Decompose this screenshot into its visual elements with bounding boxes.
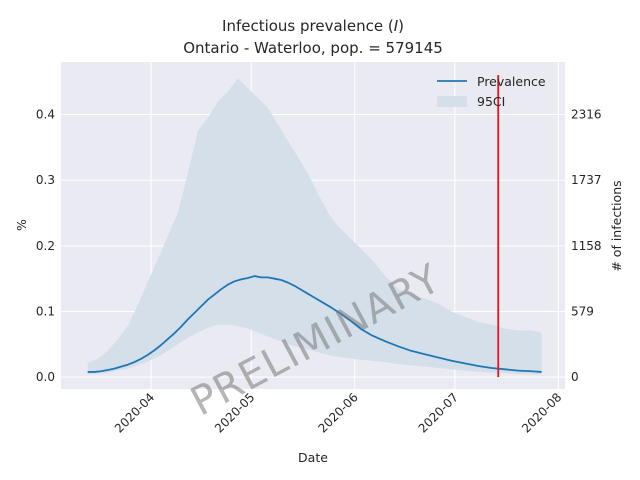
- y-right-tick-label-4: 2316: [571, 108, 602, 122]
- title-suffix: ): [398, 17, 404, 35]
- y-right-tick-label-1: 579: [571, 305, 594, 319]
- chart-title-line2: Ontario - Waterloo, pop. = 579145: [183, 39, 443, 57]
- ci-band: [87, 78, 542, 375]
- y-tick-label-4: 0.4: [36, 108, 55, 122]
- legend: Prevalence 95CI: [437, 74, 546, 109]
- y-tick-label-0: 0.0: [36, 370, 55, 384]
- ci-band-area: [87, 78, 542, 375]
- legend-label-prevalence: Prevalence: [477, 74, 546, 89]
- legend-label-95ci: 95CI: [477, 94, 505, 109]
- chart-title-line1: Infectious prevalence (I): [222, 17, 404, 35]
- y-right-tick-label-0: 0: [571, 370, 579, 384]
- x-axis-label: Date: [298, 450, 328, 465]
- y-tick-label-1: 0.1: [36, 305, 55, 319]
- legend-band-swatch: [437, 96, 467, 107]
- title-prefix: Infectious prevalence (: [222, 17, 394, 35]
- y-right-tick-label-3: 1737: [571, 173, 602, 187]
- right-y-ticks: 0 579 1158 1737 2316: [571, 108, 602, 385]
- y-tick-label-3: 0.3: [36, 173, 55, 187]
- series-lines: [87, 275, 542, 373]
- y-right-tick-label-2: 1158: [571, 239, 602, 253]
- y-axis-label-left: %: [14, 219, 29, 231]
- title-italic: I: [394, 17, 399, 35]
- y-tick-label-2: 0.2: [36, 239, 55, 253]
- y-axis-label-right: # of infections: [609, 180, 624, 271]
- prevalence-line: [87, 275, 542, 373]
- left-y-ticks: 0.0 0.1 0.2 0.3 0.4: [36, 108, 55, 385]
